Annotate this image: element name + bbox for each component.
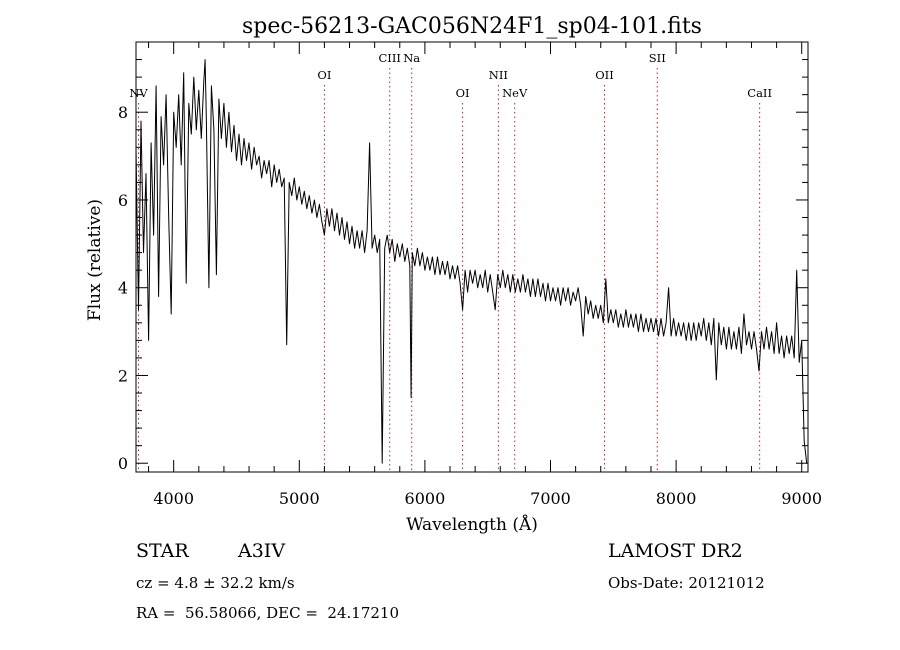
line-marker-label: OI (456, 86, 470, 100)
line-marker-label: NV (129, 86, 148, 100)
spectrum-line (135, 59, 808, 464)
line-marker-label: OII (595, 68, 614, 82)
line-marker-label: CaII (747, 86, 772, 100)
x-tick-label: 5000 (279, 489, 320, 508)
x-tick-label: 8000 (656, 489, 697, 508)
x-tick-label: 9000 (781, 489, 822, 508)
line-marker-label: OI (317, 68, 331, 82)
velocity-info: cz = 4.8 ± 32.2 km/s (136, 574, 295, 592)
coordinates-info: RA = 56.58066, DEC = 24.17210 (136, 604, 400, 622)
line-marker-labels: NV OI CIII Na OI NII NeV OII SII CaII (129, 51, 772, 100)
y-tick-labels: 0 2 4 6 8 (118, 103, 128, 473)
y-tick-label: 2 (118, 366, 128, 385)
line-marker-label: Na (403, 51, 420, 65)
x-tick-label: 4000 (153, 489, 194, 508)
plot-frame (135, 41, 809, 473)
axis-ticks (136, 42, 808, 472)
line-marker-label: NeV (502, 86, 528, 100)
line-marker-label: SII (649, 51, 666, 65)
y-tick-label: 6 (118, 191, 128, 210)
chart-title: spec-56213-GAC056N24F1_sp04-101.fits (242, 14, 702, 39)
observation-date: Obs-Date: 20121012 (608, 574, 765, 592)
x-axis-label: Wavelength (Å) (406, 514, 538, 535)
line-marker-label: CIII (379, 51, 401, 65)
y-tick-label: 8 (118, 103, 128, 122)
y-tick-label: 4 (118, 279, 128, 298)
x-tick-labels: 4000 5000 6000 7000 8000 9000 (153, 489, 822, 508)
y-axis-label: Flux (relative) (85, 199, 105, 321)
x-tick-label: 7000 (530, 489, 571, 508)
line-marker-label: NII (489, 68, 508, 82)
x-tick-label: 6000 (405, 489, 446, 508)
survey-name: LAMOST DR2 (608, 540, 743, 562)
y-tick-label: 0 (118, 454, 128, 473)
object-subclass: A3IV (238, 540, 286, 562)
object-class: STAR (136, 540, 189, 562)
